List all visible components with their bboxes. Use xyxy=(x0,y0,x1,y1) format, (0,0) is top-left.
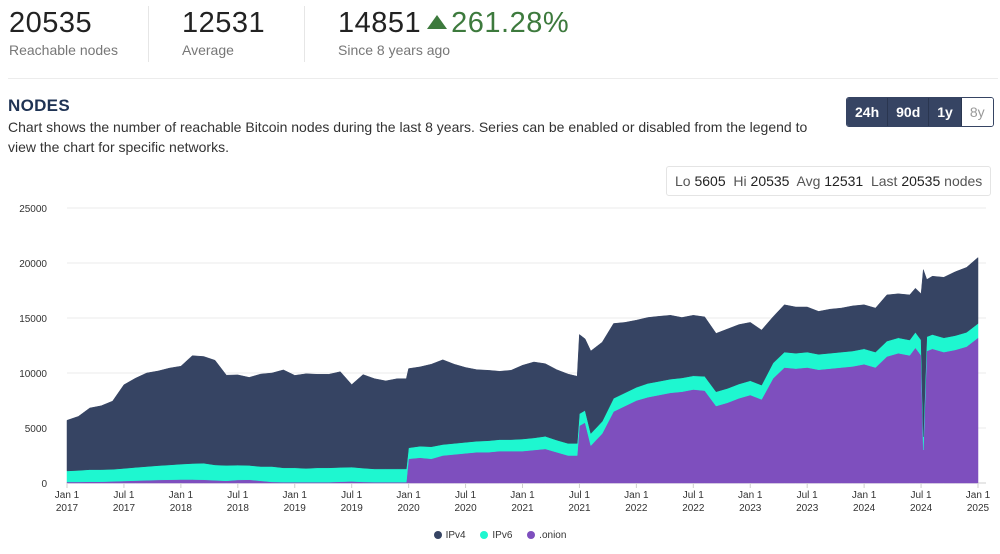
avg-label: Avg xyxy=(796,173,821,189)
x-tick-label: 2017 xyxy=(113,503,136,514)
x-tick-label: Jul 1 xyxy=(911,490,933,501)
last-value: 20535 xyxy=(901,173,941,189)
stat-since: 14851 261.28% Since 8 years ago xyxy=(338,6,569,58)
since-label: Since 8 years ago xyxy=(338,42,451,58)
range-button-1y[interactable]: 1y xyxy=(929,98,962,126)
series-area-ipv4 xyxy=(66,256,979,472)
y-tick-label: 15000 xyxy=(19,314,47,325)
x-tick-label: 2024 xyxy=(853,503,876,514)
divider xyxy=(304,6,305,62)
x-tick-label: 2020 xyxy=(454,503,477,514)
range-button-24h[interactable]: 24h xyxy=(847,98,889,126)
x-tick-label: Jul 1 xyxy=(455,490,477,501)
x-tick-label: 2020 xyxy=(398,503,421,514)
legend-swatch xyxy=(527,531,536,539)
lo-value: 5605 xyxy=(694,173,726,189)
x-tick-label: Jan 1 xyxy=(510,490,535,501)
x-tick-label: 2019 xyxy=(341,503,364,514)
legend-item-ipv4[interactable]: IPv4 xyxy=(433,530,466,541)
legend-item-onion[interactable]: .onion xyxy=(527,530,566,541)
range-button-8y[interactable]: 8y xyxy=(961,98,993,126)
x-tick-label: Jan 1 xyxy=(396,490,421,501)
arrow-up-icon xyxy=(427,15,448,29)
since-value: 14851 xyxy=(338,7,422,39)
unit-label: nodes xyxy=(944,173,983,189)
nodes-chart: 0 5000 10000 15000 20000 25000 Jan 1 2017 Jul 1 2… xyxy=(19,204,991,514)
last-label: Last xyxy=(870,173,898,189)
x-tick-label: 2018 xyxy=(227,503,250,514)
section-description: Chart shows the number of reachable Bitc… xyxy=(8,119,808,155)
x-tick-label: 2023 xyxy=(796,503,819,514)
summary-box: Lo 5605 Hi 20535 Avg 12531 Last 20535 no… xyxy=(666,166,992,196)
stat-reachable-nodes: 20535 Reachable nodes xyxy=(9,6,118,58)
legend-label: IPv6 xyxy=(492,530,513,541)
hi-label: Hi xyxy=(733,173,747,189)
x-tick-label: 2022 xyxy=(682,503,705,514)
lo-label: Lo xyxy=(675,173,691,189)
x-tick-label: 2021 xyxy=(568,503,591,514)
average-value: 12531 xyxy=(182,7,266,39)
x-tick-label: Jan 1 xyxy=(169,490,194,501)
x-tick-label: 2018 xyxy=(170,503,193,514)
divider xyxy=(8,78,998,79)
reachable-nodes-value: 20535 xyxy=(9,7,93,39)
x-tick-label: 2017 xyxy=(56,503,79,514)
x-tick-label: Jan 1 xyxy=(966,490,991,501)
y-tick-label: 10000 xyxy=(19,369,47,380)
y-tick-label: 25000 xyxy=(19,204,47,215)
avg-value: 12531 xyxy=(824,173,864,189)
x-tick-label: Jul 1 xyxy=(341,490,363,501)
y-tick-label: 5000 xyxy=(25,424,48,435)
x-tick-label: 2019 xyxy=(284,503,307,514)
x-tick-label: Jan 1 xyxy=(624,490,649,501)
range-selector: 24h 90d 1y 8y xyxy=(846,97,994,127)
y-tick-label: 20000 xyxy=(19,259,47,270)
x-tick-label: 2021 xyxy=(511,503,534,514)
legend: IPv4 IPv6 .onion xyxy=(0,530,1000,541)
hi-value: 20535 xyxy=(750,173,790,189)
since-change: 261.28% xyxy=(451,7,570,39)
divider xyxy=(148,6,149,62)
legend-swatch xyxy=(433,531,442,539)
legend-label: .onion xyxy=(539,530,567,541)
x-tick-label: Jan 1 xyxy=(283,490,308,501)
x-tick-label: 2024 xyxy=(910,503,933,514)
x-tick-label: Jan 1 xyxy=(55,490,80,501)
x-tick-label: Jul 1 xyxy=(227,490,249,501)
section-title: NODES xyxy=(8,96,70,115)
x-tick-label: Jul 1 xyxy=(113,490,135,501)
stats-bar: 20535 Reachable nodes 12531 Average 1485… xyxy=(0,0,1000,79)
range-button-90d[interactable]: 90d xyxy=(888,98,930,126)
x-tick-label: Jul 1 xyxy=(569,490,591,501)
x-tick-label: Jul 1 xyxy=(683,490,705,501)
x-tick-label: 2025 xyxy=(967,503,990,514)
x-tick-label: 2023 xyxy=(739,503,762,514)
x-tick-label: 2022 xyxy=(625,503,648,514)
x-tick-label: Jul 1 xyxy=(797,490,819,501)
x-tick-label: Jan 1 xyxy=(852,490,877,501)
legend-label: IPv4 xyxy=(445,530,466,541)
reachable-nodes-label: Reachable nodes xyxy=(9,42,118,58)
y-tick-label: 0 xyxy=(41,479,47,490)
x-tick-label: Jan 1 xyxy=(738,490,763,501)
legend-item-ipv6[interactable]: IPv6 xyxy=(480,530,512,541)
legend-swatch xyxy=(480,531,489,539)
average-label: Average xyxy=(182,42,234,58)
stat-average: 12531 Average xyxy=(182,6,265,58)
